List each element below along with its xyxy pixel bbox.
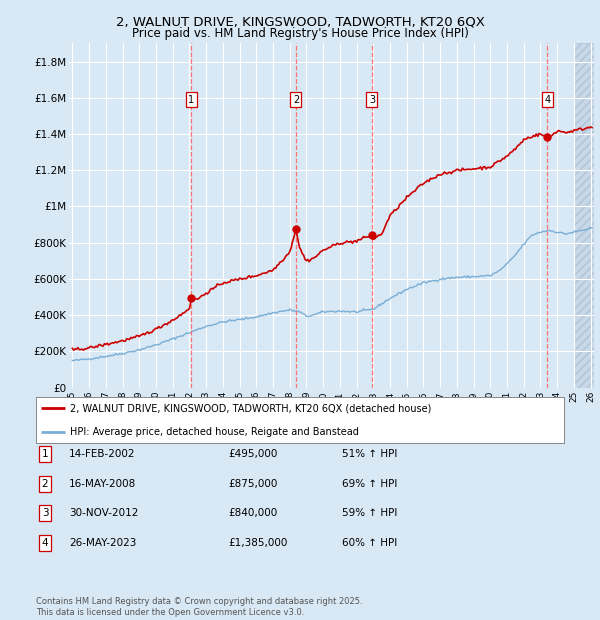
Text: 1: 1 bbox=[188, 94, 194, 105]
Text: 2: 2 bbox=[293, 94, 299, 105]
Text: 51% ↑ HPI: 51% ↑ HPI bbox=[342, 449, 397, 459]
Text: 30-NOV-2012: 30-NOV-2012 bbox=[69, 508, 139, 518]
Text: 26-MAY-2023: 26-MAY-2023 bbox=[69, 538, 136, 548]
Text: 2, WALNUT DRIVE, KINGSWOOD, TADWORTH, KT20 6QX (detached house): 2, WALNUT DRIVE, KINGSWOOD, TADWORTH, KT… bbox=[70, 404, 431, 414]
Text: £495,000: £495,000 bbox=[228, 449, 277, 459]
Text: 16-MAY-2008: 16-MAY-2008 bbox=[69, 479, 136, 489]
Text: £875,000: £875,000 bbox=[228, 479, 277, 489]
Text: 2: 2 bbox=[41, 479, 49, 489]
Text: 60% ↑ HPI: 60% ↑ HPI bbox=[342, 538, 397, 548]
Bar bbox=[574, 43, 599, 388]
Text: 14-FEB-2002: 14-FEB-2002 bbox=[69, 449, 136, 459]
Text: Contains HM Land Registry data © Crown copyright and database right 2025.
This d: Contains HM Land Registry data © Crown c… bbox=[36, 598, 362, 617]
Text: HPI: Average price, detached house, Reigate and Banstead: HPI: Average price, detached house, Reig… bbox=[70, 427, 359, 436]
Text: 4: 4 bbox=[41, 538, 49, 548]
Text: 59% ↑ HPI: 59% ↑ HPI bbox=[342, 508, 397, 518]
Text: 4: 4 bbox=[544, 94, 550, 105]
Text: 1: 1 bbox=[41, 449, 49, 459]
Text: 69% ↑ HPI: 69% ↑ HPI bbox=[342, 479, 397, 489]
Text: £1,385,000: £1,385,000 bbox=[228, 538, 287, 548]
Text: 3: 3 bbox=[369, 94, 375, 105]
Text: £840,000: £840,000 bbox=[228, 508, 277, 518]
Text: 3: 3 bbox=[41, 508, 49, 518]
Text: Price paid vs. HM Land Registry's House Price Index (HPI): Price paid vs. HM Land Registry's House … bbox=[131, 27, 469, 40]
Text: 2, WALNUT DRIVE, KINGSWOOD, TADWORTH, KT20 6QX: 2, WALNUT DRIVE, KINGSWOOD, TADWORTH, KT… bbox=[116, 16, 484, 29]
